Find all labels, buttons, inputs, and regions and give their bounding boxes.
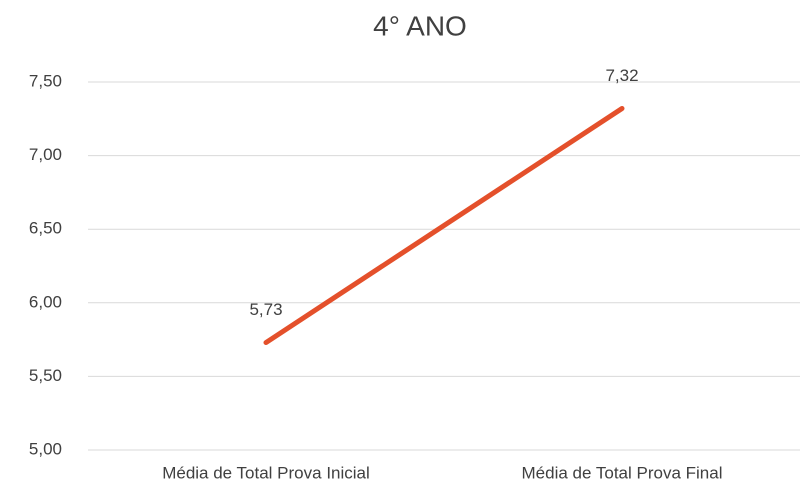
y-tick-label: 5,50 [29, 366, 62, 385]
x-tick-label: Média de Total Prova Inicial [162, 463, 370, 482]
data-label: 5,73 [249, 300, 282, 319]
data-label: 7,32 [605, 66, 638, 85]
y-tick-label: 6,00 [29, 292, 62, 311]
data-line [263, 105, 625, 346]
chart-title: 4° ANO [373, 10, 467, 41]
y-tick-label: 7,50 [29, 71, 62, 90]
y-tick-label: 7,00 [29, 145, 62, 164]
y-tick-label: 5,00 [29, 439, 62, 458]
y-tick-label: 6,50 [29, 219, 62, 238]
x-tick-label: Média de Total Prova Final [522, 463, 723, 482]
